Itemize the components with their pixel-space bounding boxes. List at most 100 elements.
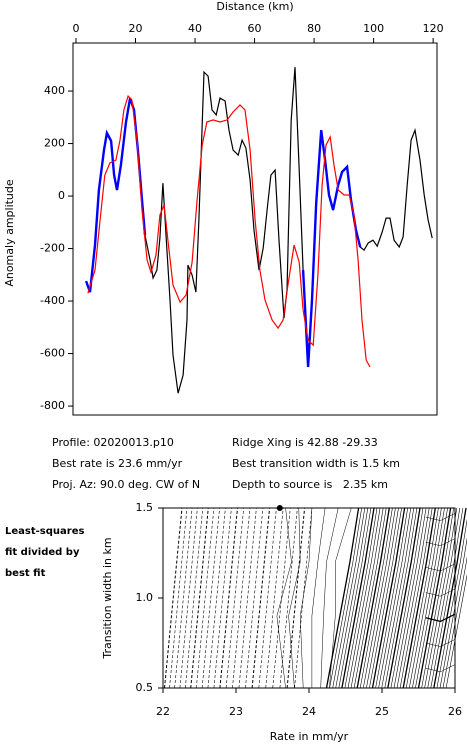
contour-line xyxy=(393,507,427,689)
contour-line xyxy=(288,507,301,689)
series-line xyxy=(85,67,433,394)
y-axis-title: Transition width in km xyxy=(101,537,114,659)
annotation: Profile: 02020013.p10 xyxy=(52,436,174,449)
y-tick-label: -600 xyxy=(40,347,65,360)
contour-line xyxy=(299,507,313,689)
contour-line xyxy=(276,507,292,689)
x-tick-label: 26 xyxy=(448,705,462,718)
contour-line xyxy=(332,507,366,689)
contour-line xyxy=(384,507,418,689)
series-line xyxy=(84,97,362,368)
contour-line xyxy=(425,639,456,647)
y-tick-label: 1.0 xyxy=(136,591,154,604)
contour-line xyxy=(427,507,461,689)
contour-line xyxy=(356,507,390,689)
x-tick-label: 80 xyxy=(307,22,321,35)
contour-line xyxy=(415,507,448,689)
contour-line xyxy=(245,507,264,689)
x-tick-label: 24 xyxy=(302,705,316,718)
contour-line xyxy=(371,507,406,689)
contour-line xyxy=(424,507,458,689)
contour-line xyxy=(320,507,339,689)
contour-line xyxy=(425,613,456,623)
side-note: Least-squares xyxy=(5,526,84,537)
contour-line xyxy=(396,507,430,689)
contour-line xyxy=(338,507,372,689)
contour-line xyxy=(409,507,442,689)
contour-line xyxy=(344,507,378,689)
contour-line xyxy=(286,507,306,689)
contour-line xyxy=(387,507,421,689)
contour-line xyxy=(353,507,387,689)
contour-line xyxy=(350,507,384,689)
annotation: Depth to source is 2.35 km xyxy=(232,478,388,491)
x-tick-label: 0 xyxy=(72,22,79,35)
contours xyxy=(164,507,467,689)
contour-line xyxy=(174,507,193,689)
contour-line xyxy=(445,573,467,689)
contour-line xyxy=(381,507,415,689)
contour-line xyxy=(433,507,467,689)
contour-line xyxy=(417,507,452,689)
contour-line xyxy=(425,563,456,572)
contour-line xyxy=(335,507,369,689)
contour-line xyxy=(196,507,215,689)
annotation: Proj. Az: 90.0 deg. CW of N xyxy=(52,478,200,491)
contour-line xyxy=(439,537,467,689)
x-tick-label: 22 xyxy=(156,705,170,718)
contour-line xyxy=(219,507,238,689)
contour-line xyxy=(421,507,454,689)
side-note: best fit xyxy=(5,568,46,579)
contour-line xyxy=(412,507,445,689)
contour-line xyxy=(207,507,226,689)
y-tick-label: 200 xyxy=(44,137,65,150)
contour-line xyxy=(329,507,362,689)
contour-line xyxy=(164,507,183,689)
contour-line xyxy=(232,507,251,689)
contour-line xyxy=(279,507,298,689)
x-tick-label: 23 xyxy=(229,705,243,718)
contour-line xyxy=(169,507,188,689)
contour-line xyxy=(329,507,352,689)
x-tick-label: 20 xyxy=(129,22,143,35)
contour-line xyxy=(436,518,467,689)
y-tick-label: -200 xyxy=(40,242,65,255)
y-tick-label: 0.5 xyxy=(136,681,154,694)
annotation: Best rate is 23.6 mm/yr xyxy=(52,457,183,470)
best-fit-point xyxy=(276,505,283,511)
contour-line xyxy=(251,507,271,689)
contour-line xyxy=(402,507,436,689)
x-tick-label: 100 xyxy=(363,22,384,35)
x-axis-title: Rate in mm/yr xyxy=(270,730,349,743)
y-axis-title: Anomaly amplitude xyxy=(3,179,16,287)
contour-line xyxy=(378,507,412,689)
contour-line xyxy=(425,513,456,521)
series-line xyxy=(87,94,371,368)
contour-line xyxy=(185,507,204,689)
contour-line xyxy=(363,507,396,689)
contour-line xyxy=(359,507,393,689)
contour-line xyxy=(225,507,244,689)
x-tick-label: 40 xyxy=(188,22,202,35)
contour-line xyxy=(311,507,326,688)
contour-line xyxy=(347,507,381,689)
contour-line xyxy=(258,507,277,689)
x-tick-label: 60 xyxy=(248,22,262,35)
y-tick-label: 400 xyxy=(44,84,65,97)
contour-line xyxy=(272,507,291,689)
contour-line xyxy=(425,538,456,547)
contour-line xyxy=(325,507,360,689)
contour-line xyxy=(190,507,209,689)
contour-line xyxy=(341,507,375,689)
y-tick-label: -800 xyxy=(40,399,65,412)
contour-line xyxy=(179,507,198,689)
contour-line xyxy=(442,556,467,689)
x-tick-label: 120 xyxy=(423,22,444,35)
y-tick-label: 1.5 xyxy=(136,501,154,514)
x-axis-title: Distance (km) xyxy=(216,0,293,13)
contour-line xyxy=(399,507,433,689)
contour-line xyxy=(390,507,424,689)
annotation: Best transition width is 1.5 km xyxy=(232,457,400,470)
contour-line xyxy=(201,507,220,689)
